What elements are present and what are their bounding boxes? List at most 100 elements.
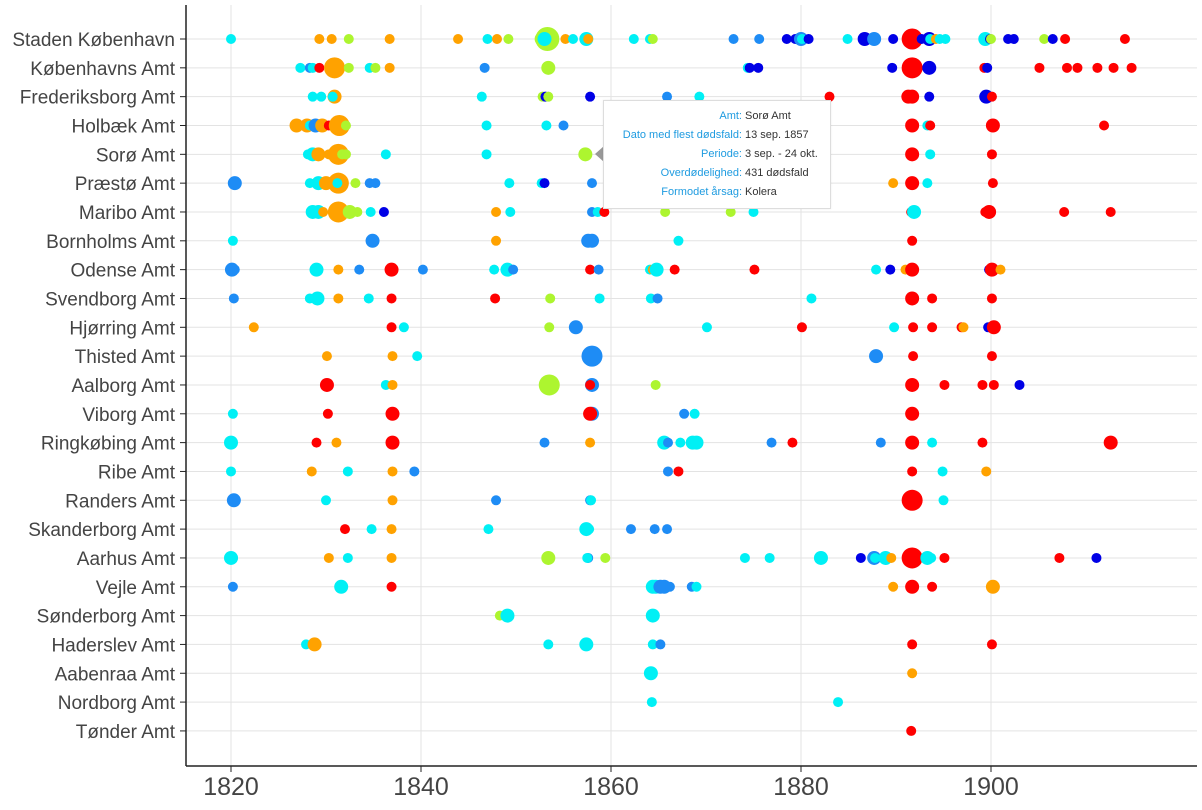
data-point[interactable] [922, 178, 933, 189]
data-point[interactable] [354, 264, 365, 275]
data-point[interactable] [384, 34, 395, 44]
data-point[interactable] [1072, 62, 1083, 73]
data-point[interactable] [675, 437, 686, 448]
data-point[interactable] [650, 379, 661, 390]
data-point[interactable] [885, 264, 896, 275]
data-point[interactable] [905, 89, 920, 104]
data-point[interactable] [366, 524, 377, 535]
data-point[interactable] [906, 725, 917, 736]
data-point[interactable] [321, 495, 331, 506]
data-point[interactable] [986, 91, 997, 102]
data-point[interactable] [568, 34, 578, 44]
data-point[interactable] [492, 34, 502, 44]
data-point[interactable] [385, 435, 400, 450]
data-point[interactable] [628, 34, 639, 44]
data-point[interactable] [927, 322, 938, 333]
data-point[interactable] [1091, 552, 1102, 563]
data-point[interactable] [328, 114, 350, 136]
data-point[interactable] [986, 293, 997, 304]
data-point[interactable] [1062, 62, 1072, 73]
data-point[interactable] [409, 466, 420, 477]
data-point[interactable] [505, 206, 516, 217]
data-point[interactable] [491, 495, 502, 506]
data-point[interactable] [625, 524, 636, 535]
data-point[interactable] [901, 28, 923, 50]
data-point[interactable] [334, 579, 349, 594]
data-point[interactable] [922, 60, 937, 75]
data-point[interactable] [453, 34, 464, 44]
data-point[interactable] [749, 264, 760, 275]
data-point[interactable] [925, 120, 936, 131]
data-point[interactable] [907, 204, 922, 219]
data-point[interactable] [384, 62, 395, 73]
data-point[interactable] [541, 60, 556, 75]
data-point[interactable] [984, 262, 999, 277]
data-point[interactable] [295, 62, 306, 73]
data-point[interactable] [503, 34, 514, 44]
data-point[interactable] [587, 178, 597, 189]
data-point[interactable] [385, 406, 400, 421]
data-point[interactable] [327, 201, 349, 223]
data-point[interactable] [483, 524, 494, 535]
data-point[interactable] [689, 435, 704, 450]
data-point[interactable] [500, 608, 515, 623]
data-point[interactable] [227, 408, 238, 419]
data-point[interactable] [905, 406, 920, 421]
data-point[interactable] [986, 351, 997, 362]
data-point[interactable] [673, 235, 684, 246]
data-point[interactable] [977, 379, 988, 390]
data-point[interactable] [543, 91, 554, 102]
data-point[interactable] [744, 62, 755, 73]
data-point[interactable] [593, 264, 604, 275]
data-point[interactable] [539, 178, 550, 189]
data-point[interactable] [318, 206, 329, 217]
data-point[interactable] [332, 178, 343, 189]
data-point[interactable] [583, 406, 598, 421]
data-point[interactable] [350, 178, 361, 189]
data-point[interactable] [1126, 62, 1137, 73]
data-point[interactable] [652, 293, 663, 304]
data-point[interactable] [307, 91, 318, 102]
data-point[interactable] [309, 262, 324, 277]
data-point[interactable] [940, 34, 951, 44]
data-point[interactable] [558, 120, 569, 131]
data-point[interactable] [766, 437, 777, 448]
data-point[interactable] [491, 235, 502, 246]
data-point[interactable] [387, 351, 398, 362]
data-point[interactable] [331, 437, 342, 448]
data-point[interactable] [649, 262, 664, 277]
data-point[interactable] [583, 34, 594, 44]
data-point[interactable] [664, 581, 675, 592]
data-point[interactable] [824, 91, 835, 102]
data-point[interactable] [988, 379, 999, 390]
data-point[interactable] [905, 579, 920, 594]
data-point[interactable] [901, 57, 923, 79]
data-point[interactable] [660, 206, 671, 217]
data-point[interactable] [226, 466, 236, 477]
data-point[interactable] [663, 437, 673, 448]
data-point[interactable] [887, 62, 898, 73]
data-point[interactable] [398, 322, 409, 333]
data-point[interactable] [386, 552, 397, 563]
data-point[interactable] [867, 32, 882, 46]
data-point[interactable] [781, 34, 792, 44]
data-point[interactable] [1105, 206, 1116, 217]
data-point[interactable] [228, 293, 239, 304]
data-point[interactable] [886, 552, 897, 563]
data-point[interactable] [939, 379, 950, 390]
data-point[interactable] [673, 466, 684, 477]
data-point[interactable] [787, 437, 798, 448]
data-point[interactable] [599, 206, 610, 217]
data-point[interactable] [1047, 34, 1058, 44]
data-point[interactable] [1008, 34, 1019, 44]
data-point[interactable] [594, 293, 605, 304]
data-point[interactable] [585, 233, 599, 248]
data-point[interactable] [311, 147, 326, 162]
data-point[interactable] [365, 233, 380, 248]
data-point[interactable] [584, 524, 595, 535]
data-point[interactable] [986, 149, 997, 160]
data-point[interactable] [370, 178, 381, 189]
data-point[interactable] [663, 466, 673, 477]
data-point[interactable] [322, 408, 333, 419]
data-point[interactable] [669, 264, 680, 275]
